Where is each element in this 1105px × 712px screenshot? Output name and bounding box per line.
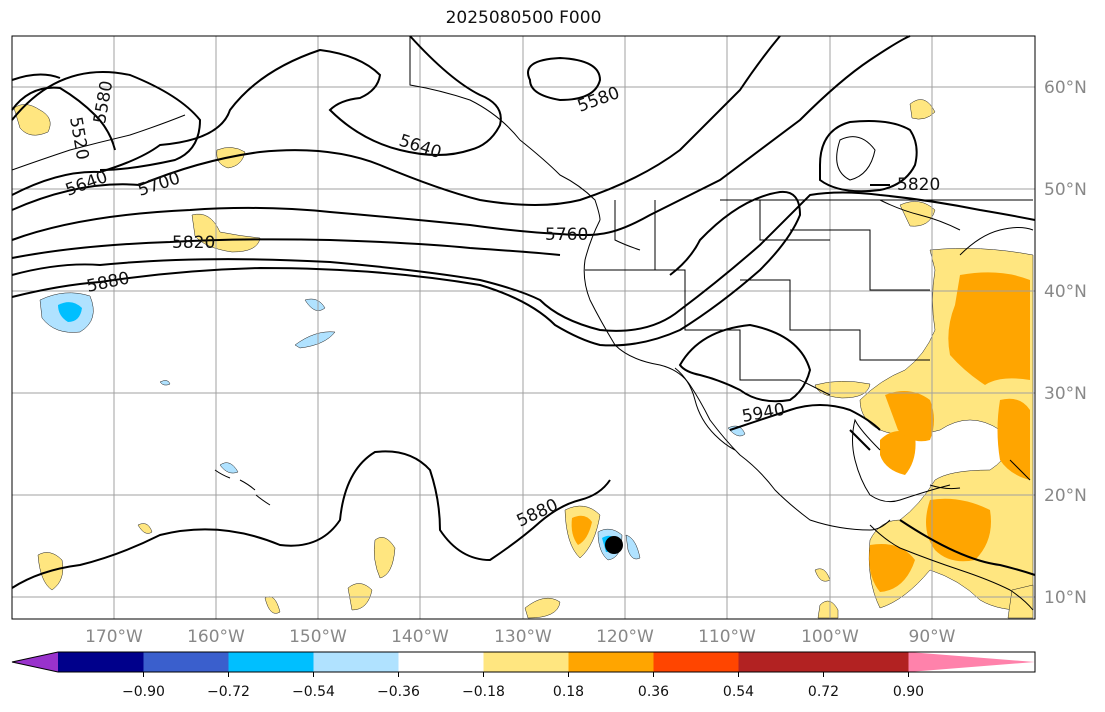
- coastlines: [11, 36, 1034, 611]
- lat-label: 10°N: [1044, 588, 1087, 608]
- colorbar-tick-label: −0.36: [377, 684, 420, 700]
- colorbar-tick-label: −0.90: [122, 684, 165, 700]
- lon-label: 150°W: [289, 627, 347, 647]
- map-frame: [11, 35, 1036, 620]
- lon-label: 110°W: [698, 627, 756, 647]
- colorbar-segment: [738, 652, 824, 672]
- lat-label: 60°N: [1044, 78, 1087, 98]
- colorbar: −0.90 −0.72 −0.54 −0.36 −0.18 0.18 0.36 …: [11, 651, 1036, 700]
- lon-label: 120°W: [596, 627, 654, 647]
- colorbar-ticks: [143, 672, 909, 677]
- colorbar-segment: [228, 652, 314, 672]
- colorbar-segment: [823, 652, 909, 672]
- contour-label: 5820: [897, 175, 940, 195]
- colorbar-extend-high: [908, 652, 1035, 672]
- colorbar-tick-label: −0.54: [292, 684, 335, 700]
- storm-center-marker: [605, 536, 623, 554]
- lon-label: 140°W: [391, 627, 449, 647]
- lat-label: 40°N: [1044, 282, 1087, 302]
- lon-label: 130°W: [494, 627, 552, 647]
- colorbar-tick-label: 0.36: [638, 684, 669, 700]
- colorbar-segment: [313, 652, 399, 672]
- colorbar-tick-label: 0.18: [553, 684, 584, 700]
- colorbar-tick-label: 0.90: [893, 684, 924, 700]
- colorbar-segment: [58, 652, 144, 672]
- lon-label: 100°W: [801, 627, 859, 647]
- latitude-labels: 60°N 50°N 40°N 30°N 20°N 10°N: [1044, 78, 1087, 608]
- colorbar-segment: [483, 652, 569, 672]
- lon-label: 160°W: [187, 627, 245, 647]
- gridlines: [12, 36, 1035, 619]
- contour-label: 5760: [545, 225, 588, 245]
- colorbar-outline: [11, 651, 1036, 673]
- longitude-labels: 170°W 160°W 150°W 140°W 130°W 120°W 110°…: [85, 627, 956, 647]
- colorbar-segment: [568, 652, 654, 672]
- height-contours: [11, 35, 1036, 589]
- lon-label: 90°W: [909, 627, 956, 647]
- colorbar-tick-label: 0.54: [723, 684, 754, 700]
- lat-label: 30°N: [1044, 384, 1087, 404]
- colorbar-tick-label: −0.72: [207, 684, 250, 700]
- colorbar-segment: [398, 652, 484, 672]
- colorbar-tick-label: −0.18: [462, 684, 505, 700]
- colorbar-tick-label: 0.72: [808, 684, 839, 700]
- lat-label: 50°N: [1044, 180, 1087, 200]
- map-title: 2025080500 F000: [445, 8, 602, 28]
- colorbar-segment: [143, 652, 229, 672]
- colorbar-extend-low: [12, 652, 58, 672]
- lon-label: 170°W: [85, 627, 143, 647]
- lat-label: 20°N: [1044, 486, 1087, 506]
- colorbar-segment: [653, 652, 739, 672]
- contour-label: 5820: [172, 233, 215, 253]
